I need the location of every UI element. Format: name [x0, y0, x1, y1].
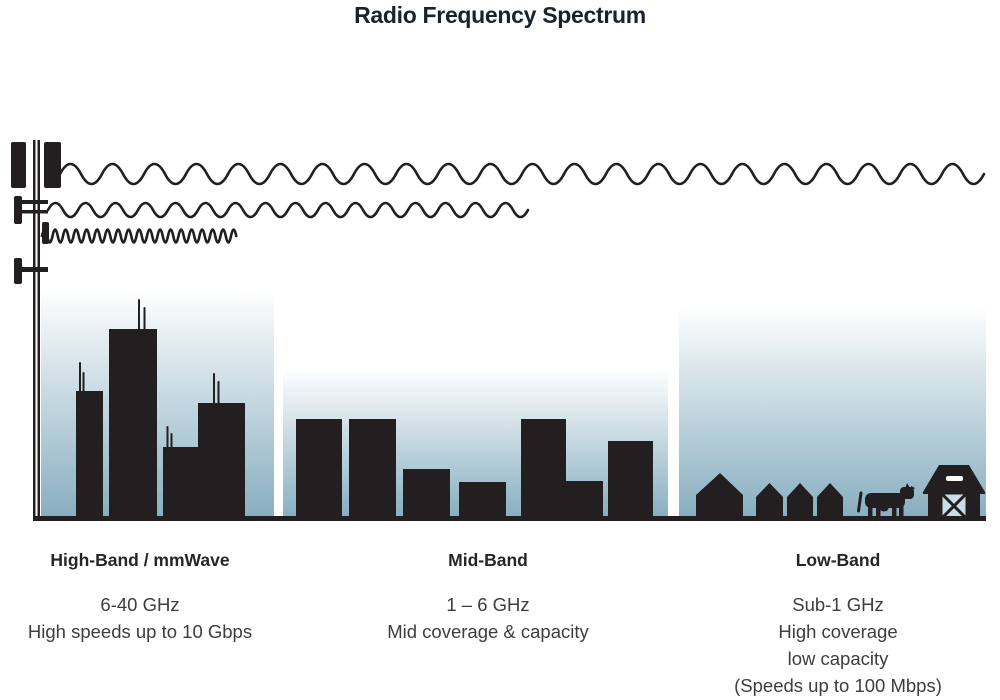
- band-details: 6-40 GHz High speeds up to 10 Gbps: [20, 591, 260, 645]
- band-detail-line: High coverage: [778, 621, 898, 642]
- high-band-city-skyline: [76, 299, 245, 520]
- radio-waves: [40, 162, 986, 244]
- band-details: Sub-1 GHz High coverage low capacity (Sp…: [718, 591, 958, 699]
- band-heading: Low-Band: [795, 550, 881, 570]
- barn-icon: [923, 465, 985, 521]
- band-label-mid: Mid-Band 1 – 6 GHz Mid coverage & capaci…: [368, 550, 608, 645]
- band-detail-line: (Speeds up to 100 Mbps): [734, 675, 942, 696]
- band-detail-line: Sub-1 GHz: [792, 594, 884, 615]
- skyscrapers: [76, 329, 245, 520]
- band-details: 1 – 6 GHz Mid coverage & capacity: [368, 591, 608, 645]
- mid-band-buildings: [296, 419, 653, 520]
- band-detail-line: 6-40 GHz: [100, 594, 180, 615]
- mid-band-wave: [46, 201, 530, 219]
- low-band-wave: [58, 162, 986, 186]
- ground-line: [33, 516, 986, 521]
- cell-tower-icon: [11, 140, 61, 520]
- band-label-low: Low-Band Sub-1 GHz High coverage low cap…: [718, 550, 958, 699]
- band-detail-line: Mid coverage & capacity: [387, 621, 589, 642]
- houses: [696, 473, 843, 520]
- band-detail-line: 1 – 6 GHz: [446, 594, 530, 615]
- band-heading: High-Band / mmWave: [50, 550, 230, 570]
- band-detail-line: High speeds up to 10 Gbps: [27, 621, 253, 642]
- band-detail-line: low capacity: [787, 648, 889, 669]
- cow-icon: [857, 483, 915, 519]
- barn-door: [939, 491, 969, 521]
- rooftop-antennas: [79, 299, 220, 449]
- band-label-high: High-Band / mmWave 6-40 GHz High speeds …: [20, 550, 260, 645]
- diagram-title: Radio Frequency Spectrum: [354, 2, 646, 28]
- high-band-wave: [40, 228, 238, 244]
- low-band-rural-scene: [696, 465, 985, 521]
- band-heading: Mid-Band: [448, 550, 528, 570]
